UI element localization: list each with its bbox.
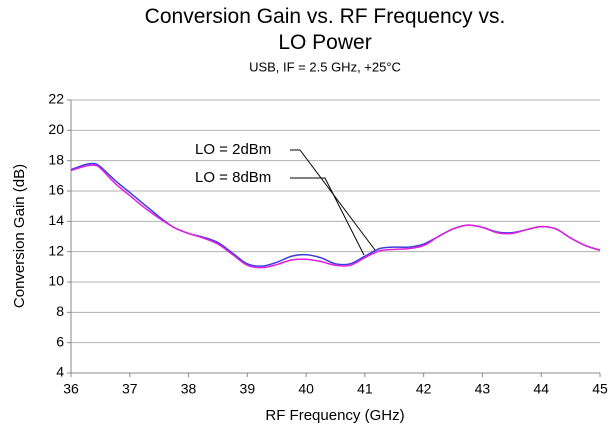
series-line bbox=[70, 164, 601, 269]
y-tick-label: 20 bbox=[48, 121, 64, 137]
series-line bbox=[70, 162, 601, 267]
x-tick-label: 45 bbox=[592, 381, 608, 397]
y-tick-label: 12 bbox=[48, 242, 64, 258]
series-label: LO = 2dBm bbox=[195, 141, 271, 158]
x-tick-label: 40 bbox=[298, 381, 314, 397]
leader-line bbox=[290, 177, 365, 256]
y-tick-label: 18 bbox=[48, 151, 64, 167]
x-tick-label: 44 bbox=[533, 381, 549, 397]
y-tick-label: 10 bbox=[48, 273, 64, 289]
x-tick-label: 41 bbox=[357, 381, 373, 397]
y-tick-label: 4 bbox=[56, 364, 64, 380]
y-tick-label: 22 bbox=[48, 91, 64, 107]
series-label: LO = 8dBm bbox=[195, 169, 271, 186]
x-tick-label: 38 bbox=[181, 381, 197, 397]
x-axis-title: RF Frequency (GHz) bbox=[265, 407, 404, 424]
chart-subtitle: USB, IF = 2.5 GHz, +25°C bbox=[249, 59, 401, 74]
chart-title: Conversion Gain vs. RF Frequency vs. LO … bbox=[144, 5, 506, 54]
y-tick-label: 8 bbox=[56, 303, 64, 319]
x-tick-label: 39 bbox=[240, 381, 256, 397]
x-tick-label: 36 bbox=[63, 381, 79, 397]
y-axis-title: Conversion Gain (dB) bbox=[11, 164, 28, 308]
y-tick-label: 16 bbox=[48, 182, 64, 198]
x-tick-label: 42 bbox=[416, 381, 432, 397]
x-tick-label: 37 bbox=[122, 381, 138, 397]
y-tick-label: 6 bbox=[56, 333, 64, 349]
leader-line bbox=[290, 149, 376, 251]
x-tick-label: 43 bbox=[475, 381, 491, 397]
y-tick-label: 14 bbox=[48, 212, 64, 228]
